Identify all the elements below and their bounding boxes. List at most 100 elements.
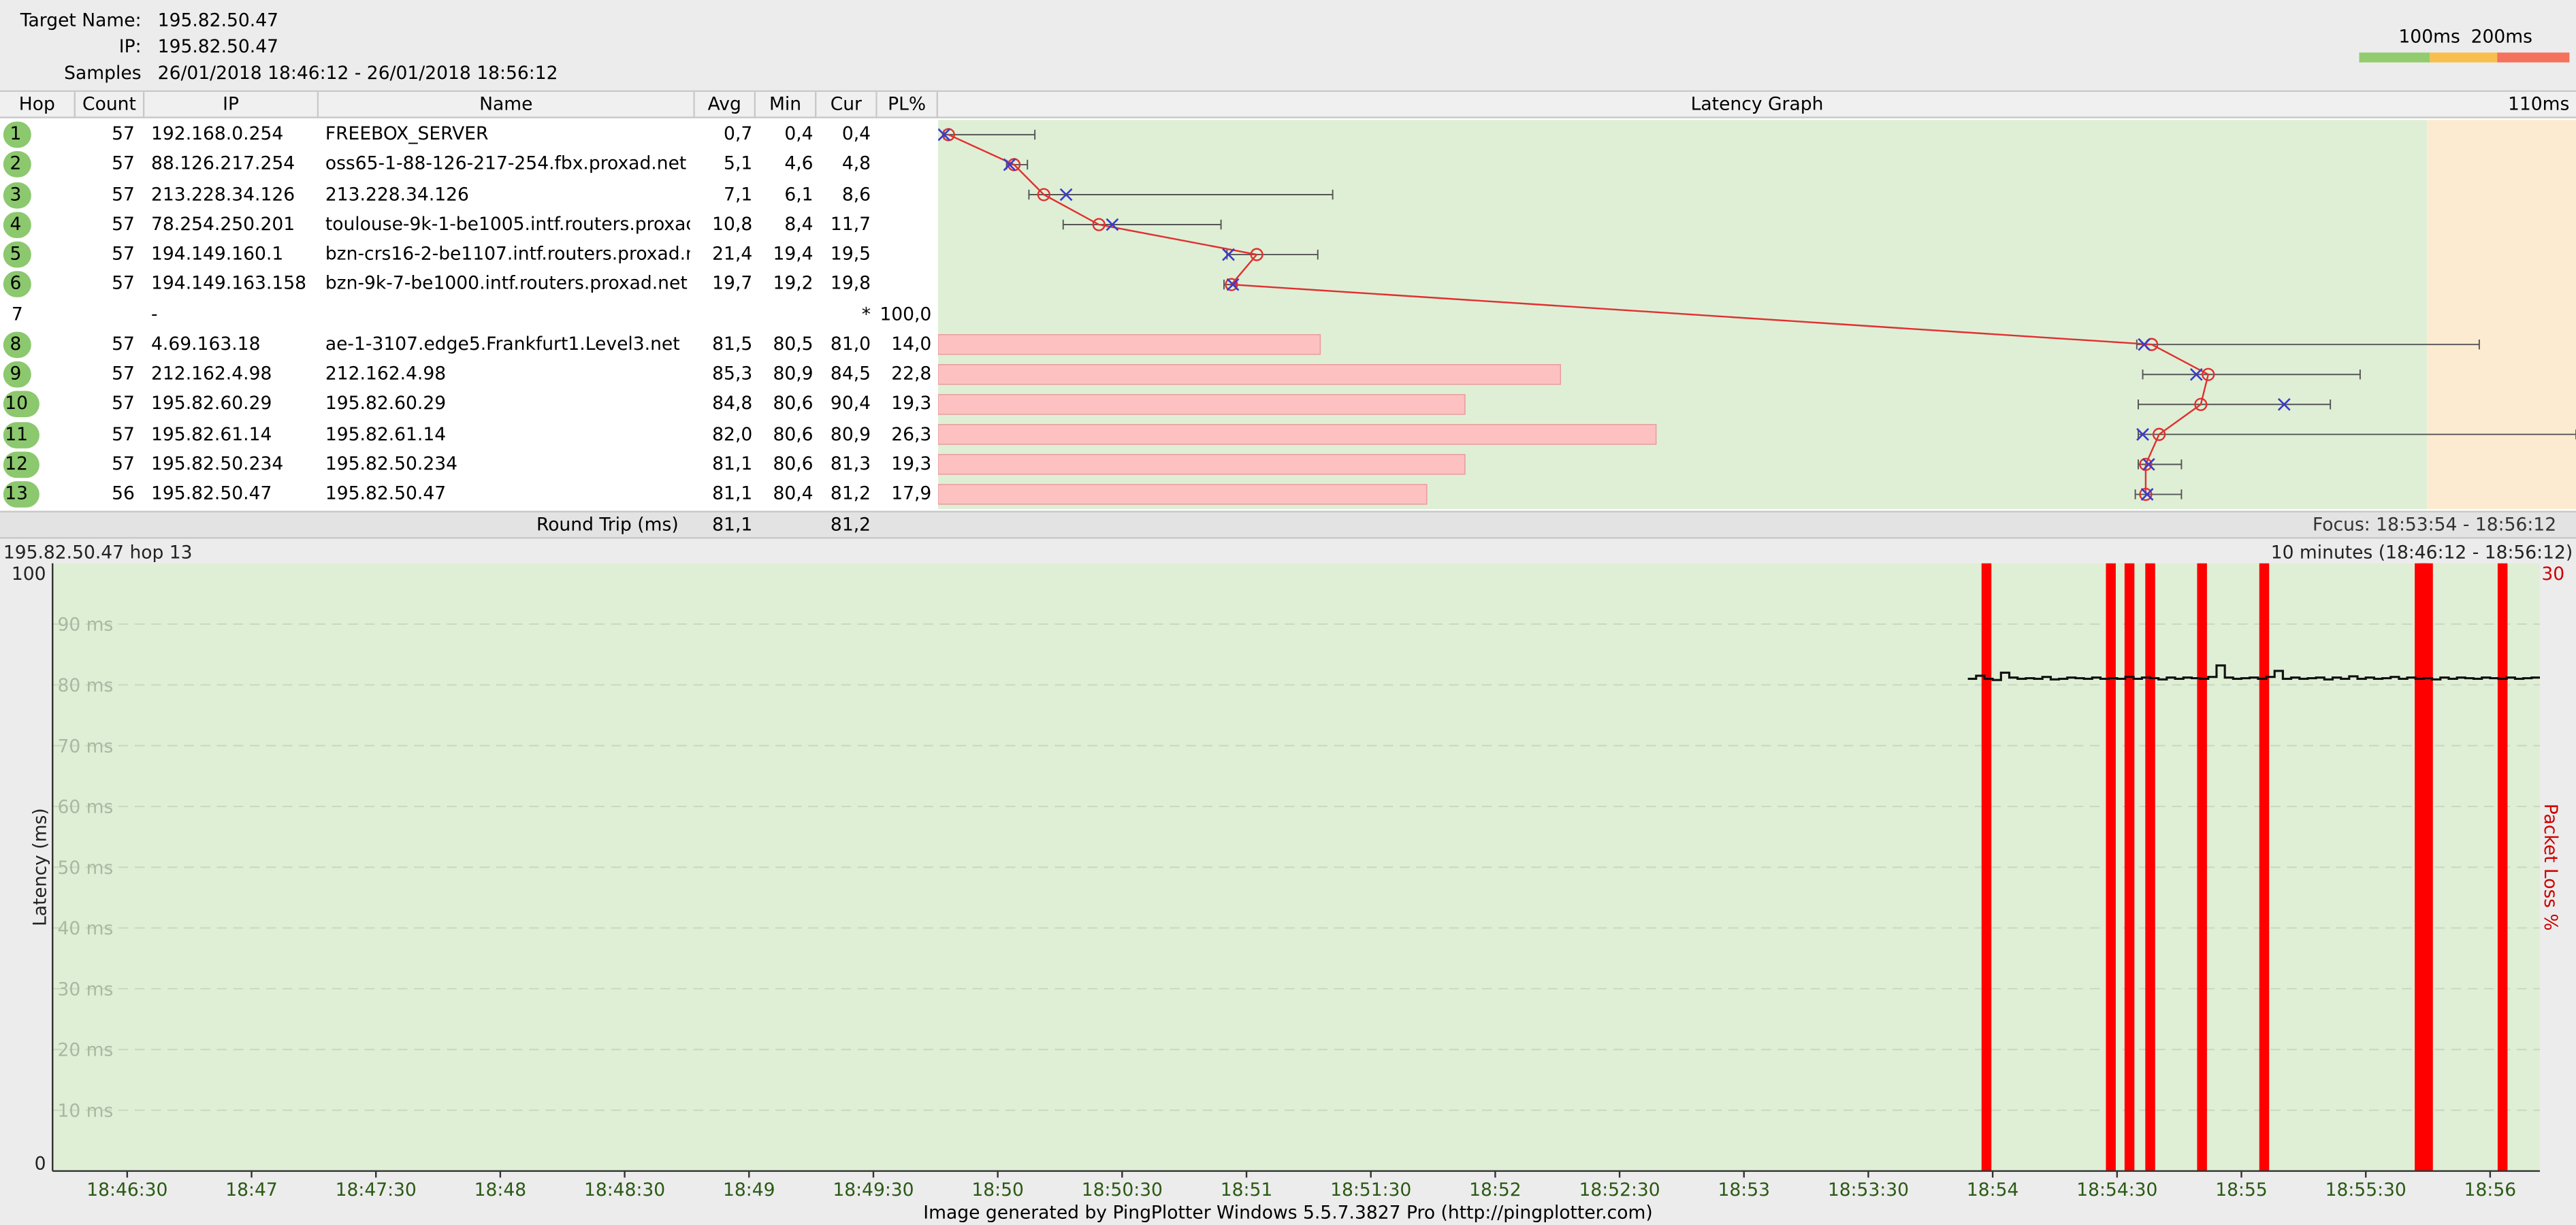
table-row[interactable]: 4 57 78.254.250.201 toulouse-9k-1-be1005.in… [0, 210, 938, 239]
current-marker [2138, 338, 2151, 351]
avg-marker [2139, 457, 2153, 472]
hop-ip: 4.69.163.18 [151, 333, 261, 355]
table-row[interactable]: 3 57 213.228.34.126 213.228.34.126 7,1 6,1 8,6 [0, 180, 938, 209]
avg-marker [2139, 487, 2153, 502]
current-marker [1226, 278, 1240, 291]
x-tick-label: 18:56 [2464, 1179, 2516, 1200]
latency-graph-scale: 110ms [2508, 93, 2570, 115]
hop-min: 19,2 [773, 273, 814, 295]
hop-name: oss65-1-88-126-217-254.fbx.proxad.net [325, 153, 687, 175]
current-marker [2189, 368, 2203, 381]
col-count-header[interactable]: Count [76, 92, 145, 118]
packet-loss-spike [2259, 563, 2270, 1171]
hop-ip: 78.254.250.201 [151, 213, 295, 235]
avg-marker [1037, 188, 1050, 201]
hop-count: 57 [112, 273, 135, 295]
hop-number: 10 [3, 391, 39, 418]
col-name-header[interactable]: Name [319, 92, 695, 118]
target-ip-label: IP: [118, 36, 142, 58]
packet-loss-bar [937, 394, 1466, 415]
col-cur-header[interactable]: Cur [816, 92, 878, 118]
current-marker [1222, 248, 1235, 261]
hop-number: 1 [3, 121, 31, 148]
hop-number: 6 [3, 271, 31, 298]
hop-packet-loss: 17,9 [891, 483, 932, 504]
hop-cur: 0,4 [841, 122, 871, 145]
timeline-graph[interactable]: 90 ms 80 ms 70 ms 60 ms 50 ms 40 ms 30 ms 20 ms… [0, 540, 2576, 1204]
x-tick-label: 18:53 [1718, 1179, 1770, 1200]
table-row[interactable]: 10 57 195.82.60.29 195.82.60.29 84,8 80,6 90,4… [0, 390, 938, 419]
x-tick-label: 18:54 [1967, 1179, 2018, 1200]
gridline-label: 20 ms [57, 1040, 113, 1061]
hop-name: ae-1-3107.edge5.Frankfurt1.Level3.net [325, 333, 680, 355]
legend-red-bar [2497, 52, 2570, 63]
x-tick-label: 18:55 [2215, 1179, 2267, 1200]
table-row[interactable]: 2 57 88.126.217.254 oss65-1-88-126-217-254.… [0, 150, 938, 179]
hop-packet-loss [878, 240, 932, 269]
col-pl-header[interactable]: PL% [877, 92, 938, 118]
hop-number: 12 [3, 451, 39, 478]
hop-name: 213.228.34.126 [325, 183, 469, 205]
packet-loss-bar [937, 364, 1562, 385]
focus-range[interactable]: Focus: 18:53:54 - 18:56:12 [2312, 514, 2557, 536]
target-ip-value: 195.82.50.47 [157, 36, 279, 58]
table-row[interactable]: 6 57 194.149.163.158 bzn-9k-7-be1000.intf.r… [0, 270, 938, 299]
hop-min: 80,6 [773, 393, 814, 414]
table-row[interactable]: 11 57 195.82.61.14 195.82.61.14 82,0 80,6 80,9… [0, 420, 938, 449]
col-ip-header[interactable]: IP [144, 92, 319, 118]
gridline-label: 30 ms [57, 979, 113, 1000]
avg-marker [2202, 368, 2215, 381]
x-tick-label: 18:49:30 [833, 1179, 914, 1200]
hop-cur: 8,6 [841, 183, 871, 205]
table-row[interactable]: 1 57 192.168.0.254 FREEBOX_SERVER 0,7 0,4 0,4 [0, 120, 938, 149]
hop-number: 3 [3, 181, 31, 208]
x-tick-label: 18:49 [723, 1179, 775, 1200]
table-row[interactable]: 12 57 195.82.50.234 195.82.50.234 81,1 80,6 81… [0, 450, 938, 479]
table-row[interactable]: 8 57 4.69.163.18 ae-1-3107.edge5.Frankfurt1… [0, 329, 938, 359]
hop-ip: 192.168.0.254 [151, 122, 284, 145]
avg-marker [2152, 427, 2166, 441]
hop-avg: 81,5 [712, 333, 753, 355]
hop-avg: 84,8 [712, 393, 753, 414]
hop-avg: 82,0 [712, 423, 753, 444]
hop-count: 57 [112, 153, 135, 175]
hop-ip: 195.82.50.234 [151, 453, 284, 474]
hop-name: FREEBOX_SERVER [325, 122, 489, 145]
hop-min: 80,4 [773, 483, 814, 504]
gridline-label: 60 ms [57, 797, 113, 818]
hop-number: 5 [3, 241, 31, 268]
hop-avg: 0,7 [724, 122, 753, 145]
hop-name: toulouse-9k-1-be1005.intf.routers.proxad… [325, 213, 690, 235]
col-min-header[interactable]: Min [756, 92, 817, 118]
hop-min: 6,1 [784, 183, 814, 205]
col-latency-graph-header[interactable]: Latency Graph 110ms [937, 92, 2576, 118]
hop-count: 57 [112, 393, 135, 414]
latency-graph [937, 120, 2576, 510]
hop-avg: 81,1 [712, 483, 753, 504]
hop-packet-loss [878, 150, 932, 179]
hop-packet-loss: 19,3 [891, 393, 932, 414]
table-row[interactable]: 5 57 194.149.160.1 bzn-crs16-2-be1107.intf.… [0, 240, 938, 269]
hop-number: 11 [3, 421, 39, 448]
packet-loss-bar [937, 424, 1657, 445]
avg-marker [2194, 397, 2208, 411]
hop-name: 212.162.4.98 [325, 363, 447, 385]
y2-axis-label: Packet Loss % [2540, 804, 2561, 931]
hop-min: 0,4 [784, 122, 814, 145]
table-row[interactable]: 7 - * 100,0 [0, 299, 938, 329]
table-row[interactable]: 9 57 212.162.4.98 212.162.4.98 85,3 80,9 84,5 2… [0, 360, 938, 389]
hop-name: 195.82.50.47 [325, 483, 447, 504]
hop-packet-loss [878, 210, 932, 239]
gridline-label: 90 ms [57, 615, 113, 636]
x-tick-label: 18:48 [474, 1179, 526, 1200]
col-avg-header[interactable]: Avg [694, 92, 756, 118]
packet-loss-bar [937, 484, 1428, 505]
col-hop-header[interactable]: Hop [0, 92, 76, 118]
table-row[interactable]: 13 56 195.82.50.47 195.82.50.47 81,1 80,4 81,2… [0, 480, 938, 509]
hop-packet-loss [878, 180, 932, 209]
hop-ip: 195.82.60.29 [151, 393, 272, 414]
legend-orange-bar [2430, 52, 2498, 63]
latency-color-legend: 100ms 200ms [2359, 23, 2570, 66]
hop-cur: 19,8 [830, 273, 871, 295]
